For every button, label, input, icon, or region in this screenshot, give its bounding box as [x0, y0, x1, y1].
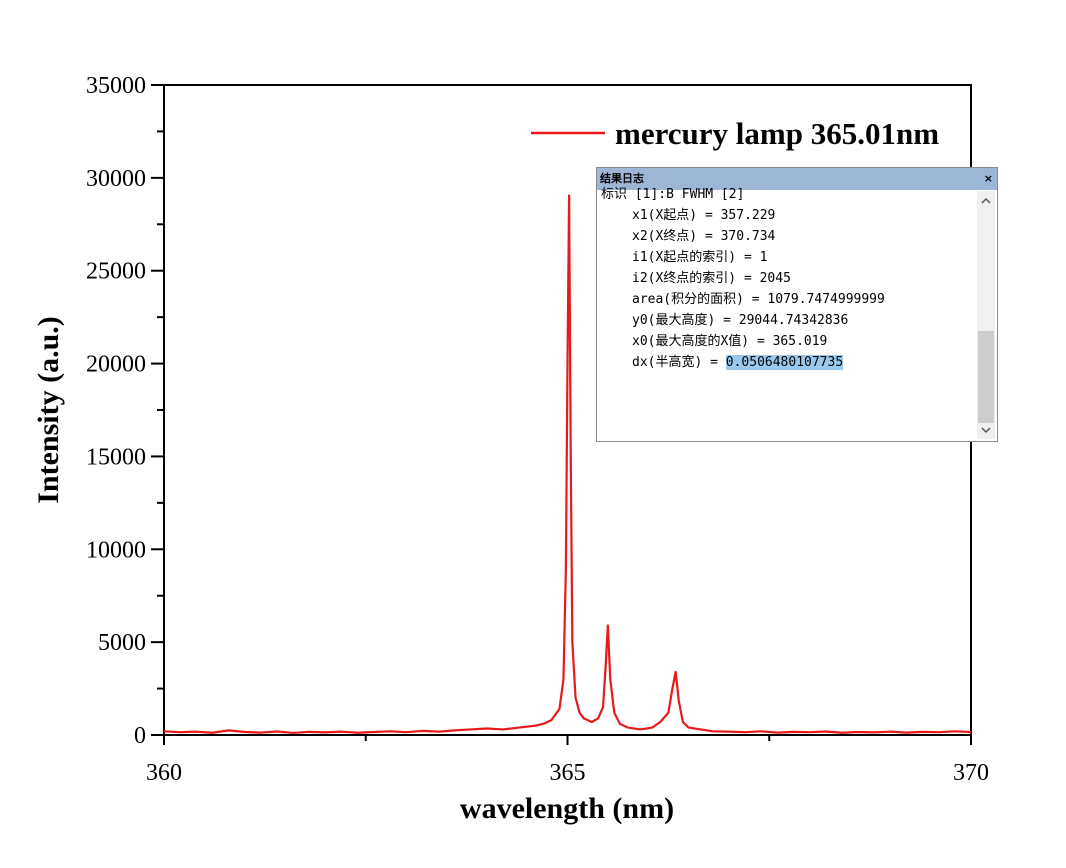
log-value[interactable]: 29044.74342836 — [738, 313, 849, 328]
log-line: i2(X终点的索引) = 2045 — [597, 268, 977, 289]
log-line: dx(半高宽) = 0.0506480107735 — [597, 352, 977, 373]
log-key: area(积分的面积) = — [632, 292, 760, 307]
x-tick-label: 370 — [953, 760, 989, 786]
log-value[interactable]: 1079.7474999999 — [767, 292, 885, 307]
log-key: dx(半高宽) = — [632, 355, 718, 370]
y-axis-label: Intensity (a.u.) — [32, 316, 65, 504]
log-value[interactable]: 365.019 — [772, 334, 828, 349]
y-tick-label: 10000 — [86, 537, 146, 563]
log-header: 标识 [1]:B FWHM [2] — [601, 187, 745, 202]
title-bar: 结果日志 × — [597, 168, 997, 190]
log-line: x1(X起点) = 357.229 — [597, 205, 977, 226]
log-line: area(积分的面积) = 1079.7474999999 — [597, 289, 977, 310]
x-tick-label: 365 — [550, 760, 586, 786]
scrollbar[interactable] — [977, 191, 995, 439]
scroll-arrows — [981, 197, 991, 434]
close-button[interactable]: × — [983, 172, 993, 185]
log-line: x2(X终点) = 370.734 — [597, 226, 977, 247]
log-key: x1(X起点) = — [632, 208, 713, 223]
y-tick-label: 5000 — [98, 630, 146, 656]
scroll-thumb[interactable] — [978, 331, 994, 423]
x-axis-label: wavelength (nm) — [460, 792, 674, 825]
log-value[interactable]: 0.0506480107735 — [725, 355, 844, 370]
log-value[interactable]: 1 — [759, 250, 768, 265]
log-key: x2(X终点) = — [632, 229, 713, 244]
log-value[interactable]: 2045 — [759, 271, 791, 286]
y-tick-label: 30000 — [86, 166, 146, 192]
window-title: 结果日志 — [600, 172, 644, 185]
legend-label: mercury lamp 365.01nm — [615, 116, 939, 151]
x-tick-label: 360 — [146, 760, 182, 786]
y-tick-label: 25000 — [86, 259, 146, 285]
y-tick-label: 0 — [134, 723, 146, 749]
log-key: i1(X起点的索引) = — [632, 250, 752, 265]
log-window[interactable]: 结果日志 × 标识 [1]:B FWHM [2] x1(X起点) = 357.229… — [596, 167, 998, 442]
log-key: y0(最大高度) = — [632, 313, 731, 328]
log-key: i2(X终点的索引) = — [632, 271, 752, 286]
data-line — [163, 194, 972, 735]
y-tick-label: 35000 — [86, 73, 146, 99]
log-key: x0(最大高度的X值) = — [632, 334, 765, 349]
log-line: x0(最大高度的X值) = 365.019 — [597, 331, 977, 352]
log-line: y0(最大高度) = 29044.74342836 — [597, 310, 977, 331]
log-value[interactable]: 370.734 — [720, 229, 776, 244]
y-tick-label: 20000 — [86, 352, 146, 378]
log-text: 标识 [1]:B FWHM [2] x1(X起点) = 357.229 x2(X终点… — [597, 184, 977, 373]
log-value[interactable]: 357.229 — [720, 208, 776, 223]
y-tick-label: 15000 — [86, 444, 146, 470]
log-line: i1(X起点的索引) = 1 — [597, 247, 977, 268]
